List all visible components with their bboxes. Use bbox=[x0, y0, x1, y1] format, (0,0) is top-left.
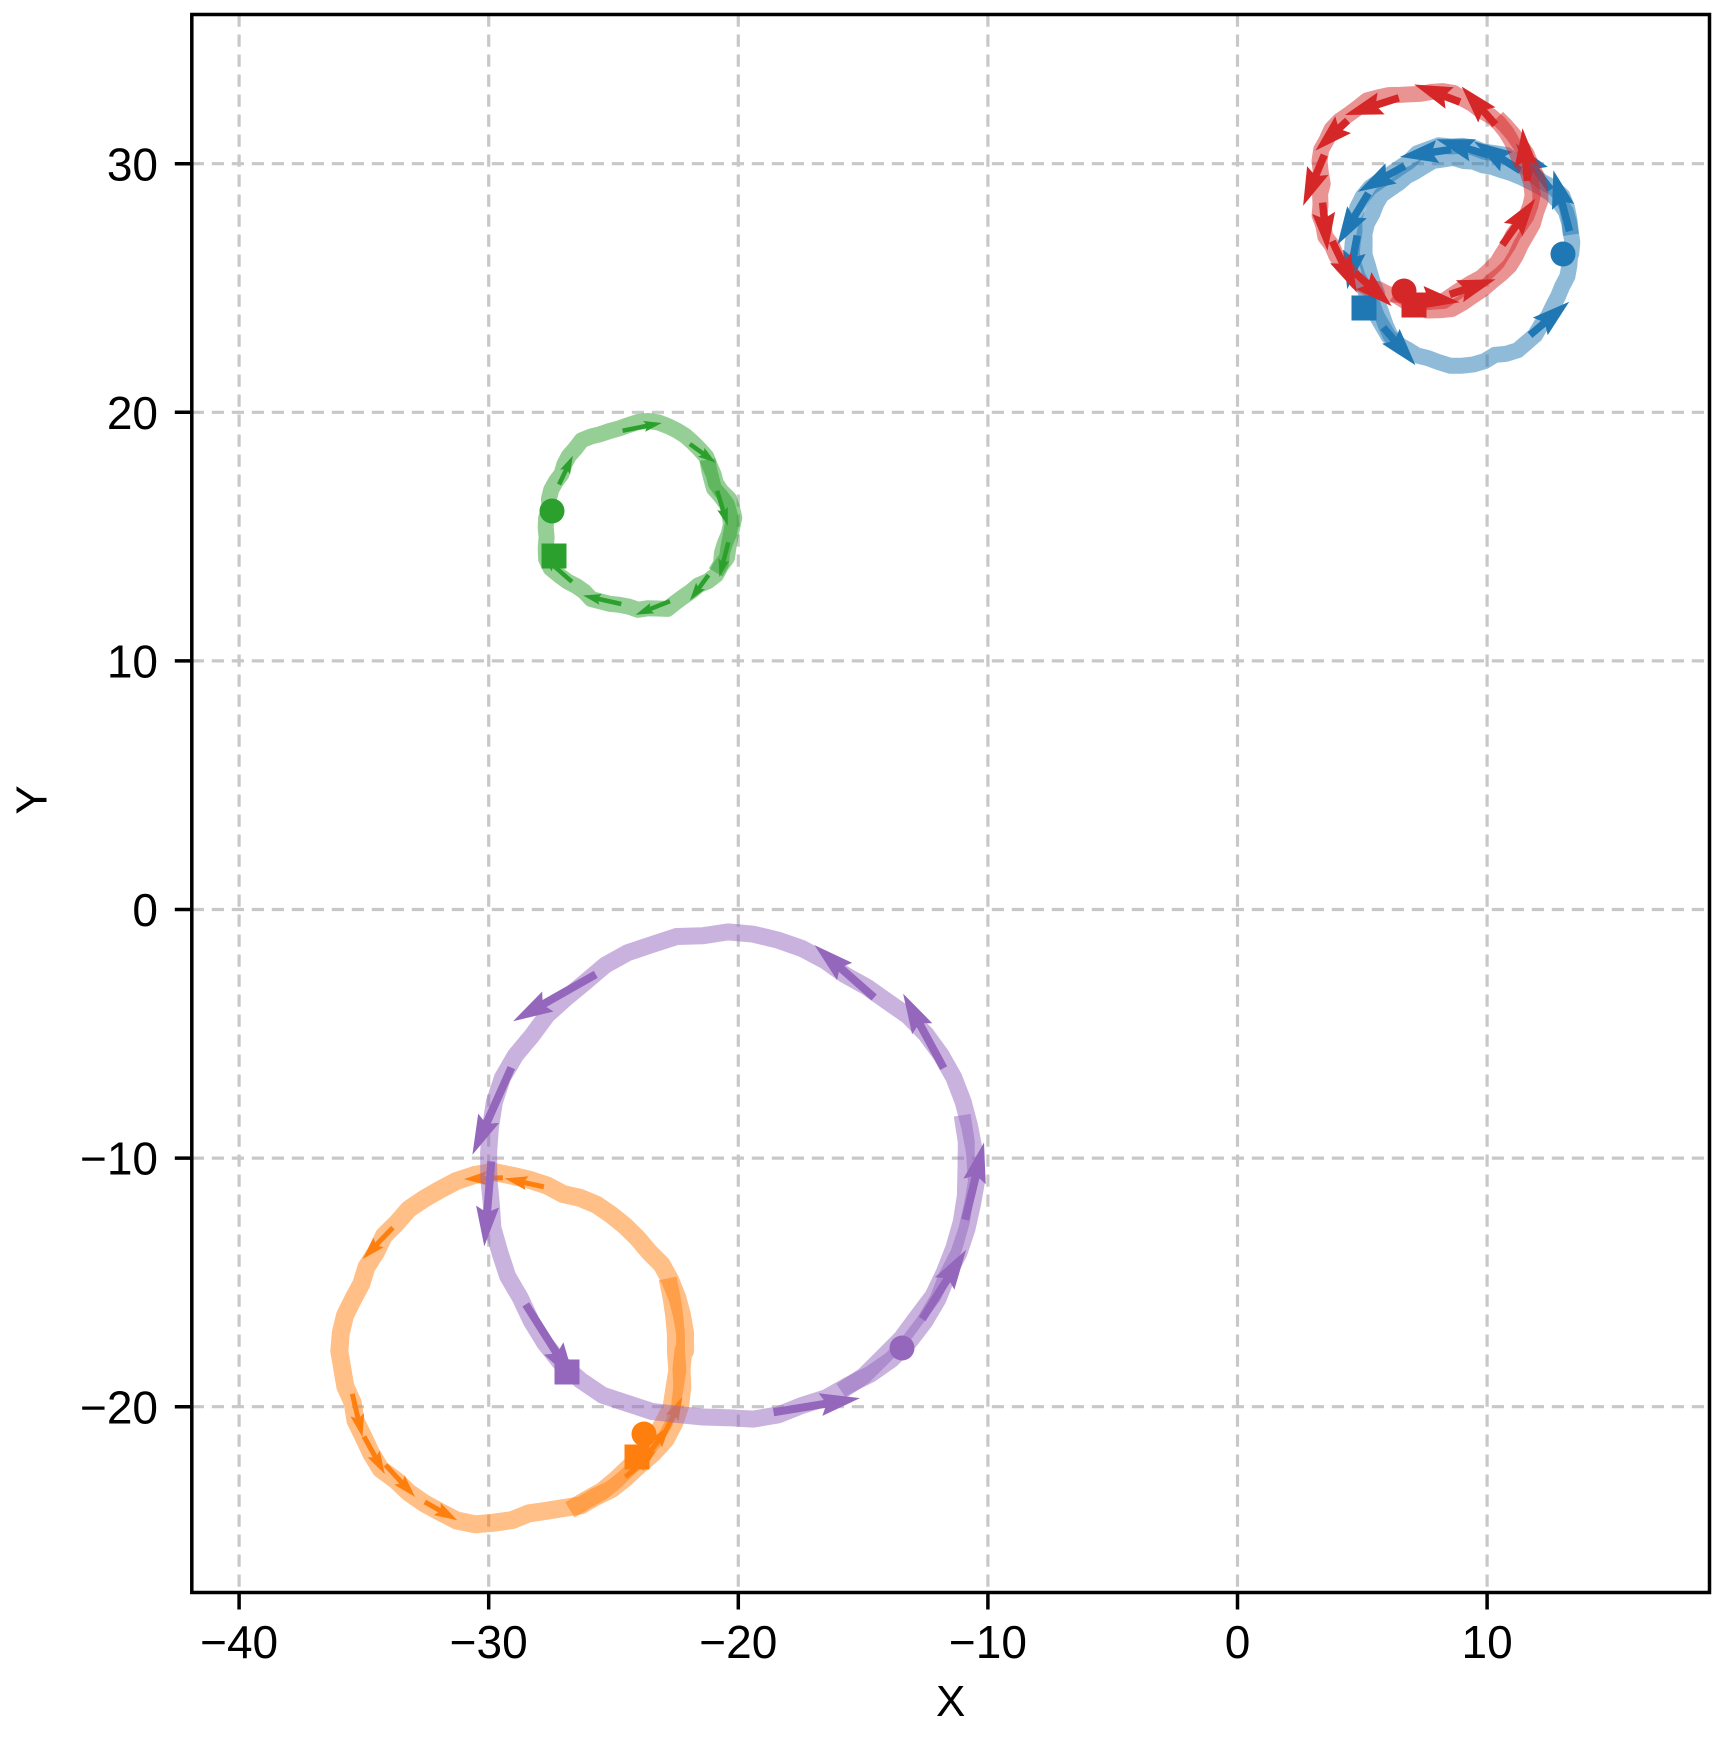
svg-text:−40: −40 bbox=[200, 1616, 278, 1668]
svg-text:−10: −10 bbox=[949, 1616, 1027, 1668]
svg-text:10: 10 bbox=[107, 636, 158, 688]
svg-text:−20: −20 bbox=[80, 1381, 158, 1433]
svg-text:−10: −10 bbox=[80, 1133, 158, 1185]
svg-text:−20: −20 bbox=[699, 1616, 777, 1668]
svg-text:20: 20 bbox=[107, 387, 158, 439]
svg-text:30: 30 bbox=[107, 138, 158, 190]
svg-text:Y: Y bbox=[8, 785, 57, 814]
svg-text:0: 0 bbox=[1225, 1616, 1251, 1668]
svg-text:X: X bbox=[936, 1677, 965, 1726]
svg-text:0: 0 bbox=[132, 884, 158, 936]
svg-text:10: 10 bbox=[1462, 1616, 1513, 1668]
svg-text:−30: −30 bbox=[450, 1616, 528, 1668]
